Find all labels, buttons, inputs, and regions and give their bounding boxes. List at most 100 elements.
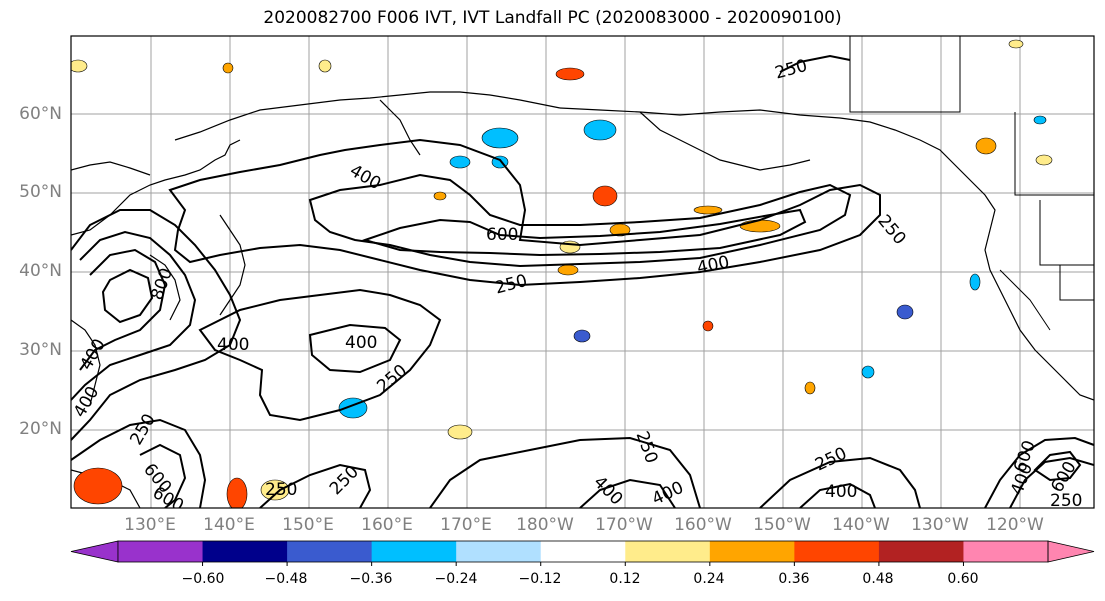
contour-400-west	[71, 230, 197, 401]
contour-250-s2	[429, 436, 701, 508]
pc-shading-blob	[318, 59, 332, 73]
contour-400-s2	[579, 478, 676, 508]
contour-250-sw	[71, 418, 207, 508]
lat-label-30n: 30°N	[19, 340, 62, 360]
pc-shading-blob	[71, 59, 88, 73]
gridlines	[71, 36, 1094, 508]
contour-400-se	[799, 482, 876, 508]
lon-label-130e: 130°E	[124, 515, 176, 535]
contour-250-se	[759, 456, 921, 508]
contour-400-mid	[308, 323, 402, 374]
contour-600-west	[79, 248, 167, 371]
colorbar-tick: 0.60	[947, 571, 979, 587]
pc-shading-blob	[222, 62, 234, 74]
contour-label-400: 400	[345, 333, 377, 353]
contour-label-400: 400	[217, 335, 249, 355]
lon-label-150w: 150°W	[753, 515, 811, 535]
lon-label-170w: 170°W	[595, 515, 653, 535]
contour-label-600: 600	[486, 225, 518, 245]
contour-250-west	[71, 209, 242, 441]
pc-shading-blob	[226, 477, 248, 508]
contour-250-ne	[779, 54, 851, 73]
contour-250-main	[168, 138, 881, 287]
colorbar	[70, 540, 1095, 566]
contour-250-mid	[198, 288, 442, 422]
lat-label-20n: 20°N	[19, 419, 62, 439]
pc-shading-blob	[481, 127, 519, 149]
pc-shading-blob	[975, 137, 997, 155]
pc-shading-blob	[804, 381, 816, 395]
map-border	[70, 35, 1095, 509]
contour-250-s1	[259, 463, 372, 508]
pc-shading-blob	[861, 365, 875, 379]
political-borders	[849, 36, 1094, 331]
colorbar-segment	[878, 541, 964, 562]
colorbar-tick: 0.36	[778, 571, 810, 587]
pc-shading-blob	[73, 467, 123, 505]
pc-shading-blob	[449, 155, 471, 169]
colorbar-tick: −0.60	[181, 571, 225, 587]
colorbar-segment	[118, 541, 204, 562]
colorbar-tick: 0.24	[693, 571, 725, 587]
colorbar-extend-high	[1047, 540, 1095, 563]
colorbar-segment	[794, 541, 880, 562]
contour-400-sw	[139, 443, 187, 508]
colorbar-segment	[963, 541, 1049, 562]
pc-shading-blob	[1008, 39, 1024, 49]
pc-shading-blob	[447, 424, 473, 440]
colorbar-tick: −0.12	[518, 571, 562, 587]
pc-shading-blob	[592, 185, 618, 207]
lon-label-120w: 120°W	[986, 515, 1044, 535]
pc-shading-blob	[969, 273, 981, 291]
colorbar-tick: −0.24	[434, 571, 478, 587]
contour-label-400: 400	[825, 482, 857, 502]
lon-label-160w: 160°W	[674, 515, 732, 535]
colorbar-extend-low	[70, 540, 119, 563]
lon-label-140e: 140°E	[203, 515, 255, 535]
map-title: 2020082700 F006 IVT, IVT Landfall PC (20…	[263, 8, 842, 28]
colorbar-segment	[202, 541, 288, 562]
lon-label-130w: 130°W	[911, 515, 969, 535]
pc-shading-blob	[693, 205, 723, 215]
lat-label-50n: 50°N	[19, 182, 62, 202]
lon-label-150e: 150°E	[282, 515, 334, 535]
colorbar-segment	[287, 541, 373, 562]
colorbar-segment	[709, 541, 795, 562]
pc-shading-blob	[1033, 115, 1047, 125]
contour-250-far-se	[984, 436, 1094, 508]
pc-shading-blob	[573, 329, 591, 343]
pc-shading-blob	[555, 67, 585, 81]
ivt-contours	[71, 54, 1094, 508]
colorbar-tick: 0.12	[609, 571, 641, 587]
contour-800-west	[101, 268, 154, 324]
contour-label-250: 250	[1050, 491, 1082, 511]
lon-label-160e: 160°E	[361, 515, 413, 535]
pc-shading-blob	[260, 479, 290, 501]
pc-shading-blob	[739, 219, 781, 233]
lat-label-60n: 60°N	[19, 104, 62, 124]
colorbar-segment	[625, 541, 711, 562]
contour-600-main	[361, 208, 807, 257]
lon-label-170e: 170°E	[440, 515, 492, 535]
colorbar-tick: 0.48	[862, 571, 894, 587]
colorbar-tick: −0.48	[264, 571, 308, 587]
lon-label-140w: 140°W	[832, 515, 890, 535]
lon-label-180w: 180°W	[516, 515, 574, 535]
colorbar-tick: −0.36	[349, 571, 393, 587]
colorbar-segment	[456, 541, 542, 562]
pc-shading-blob	[583, 119, 617, 141]
contour-400-far-se	[1009, 456, 1094, 508]
pc-shading	[71, 39, 1053, 508]
colorbar-segment	[371, 541, 457, 562]
pc-shading-blob	[433, 191, 447, 201]
colorbar-border	[117, 540, 1049, 563]
pc-shading-blob	[702, 320, 714, 332]
colorbar-segment	[540, 541, 626, 562]
contour-600-far-se	[1033, 450, 1082, 482]
pc-shading-blob	[896, 304, 914, 320]
pc-shading-blob	[557, 264, 579, 276]
pc-shading-blob	[1035, 154, 1053, 166]
contour-label-250: 250	[265, 480, 297, 500]
lat-label-40n: 40°N	[19, 261, 62, 281]
